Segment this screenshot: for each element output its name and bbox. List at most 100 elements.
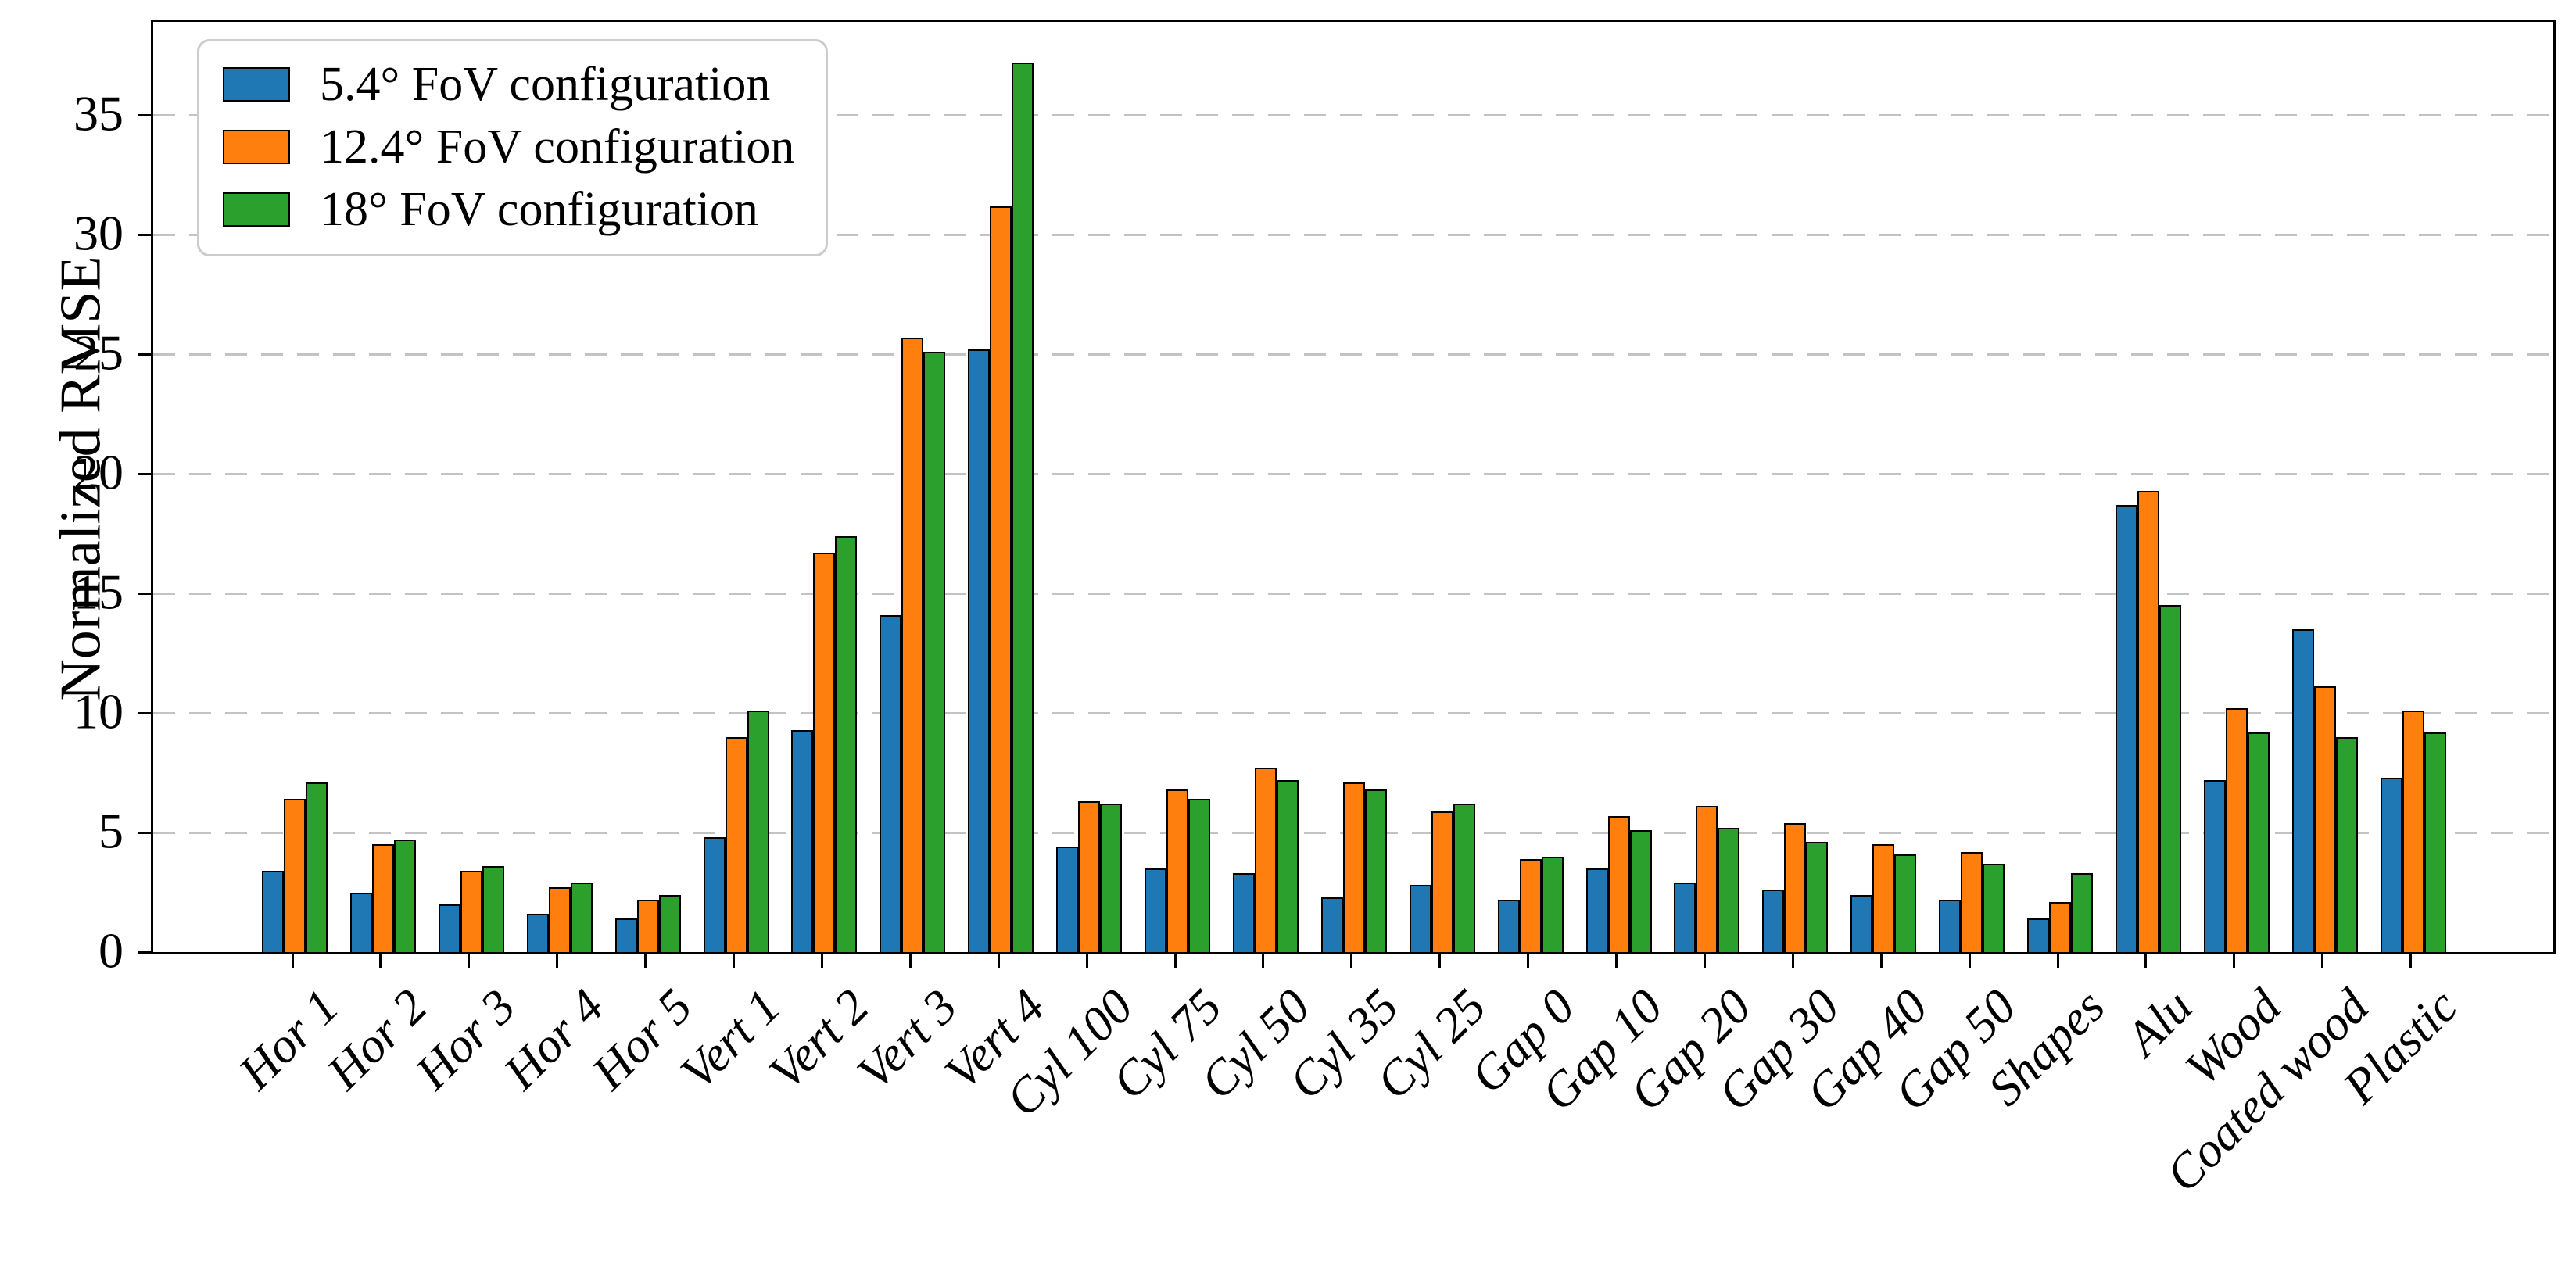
x-tick-label: Vert 1 [669,979,791,1100]
legend-item: 12.4° FoV configuration [223,123,794,171]
x-tick [1879,952,1883,968]
x-tick [1085,952,1088,968]
y-tick [138,353,153,356]
y-tick [138,831,153,834]
bar [2424,732,2446,952]
bar [2335,737,2358,952]
bar [1519,859,1542,952]
gridline [153,353,2553,356]
bar [548,887,571,952]
x-tick-label: Hor 1 [228,979,349,1100]
x-tick [1968,952,1971,968]
bar [990,206,1012,952]
bar [791,730,814,952]
x-tick [733,952,735,968]
bar [1497,900,1520,952]
y-tick [138,233,153,236]
bar [1145,868,1166,952]
y-tick-label: 10 [73,683,124,739]
bar [901,338,924,952]
bar [2247,732,2270,952]
legend-label: 18° FoV configuration [320,183,758,236]
bar [2115,505,2137,952]
y-tick-label: 30 [73,205,124,261]
bar [1188,799,1210,952]
bar [371,844,394,952]
bar [1983,864,2005,952]
x-tick [1438,952,1442,968]
bar [438,904,460,952]
legend-label: 12.4° FoV configuration [320,120,795,174]
bar [349,893,372,952]
bar [2071,873,2093,952]
bar [2137,491,2159,952]
bar [570,883,593,952]
bar [835,536,858,952]
bar [2380,778,2402,952]
x-tick [644,952,647,968]
bar [1674,883,1696,952]
bar [636,900,659,952]
bar [1078,801,1101,952]
legend-item: 5.4° FoV configuration [223,60,794,109]
x-tick [2409,952,2413,968]
bar [725,737,747,952]
x-tick [908,952,912,968]
bar [1166,789,1188,952]
bar [2049,902,2071,952]
bar [1342,782,1365,952]
bar [1806,842,1829,952]
bar [1894,854,1917,952]
bar [1939,900,1962,952]
bar [2027,918,2049,952]
bar [1232,873,1255,952]
legend-swatch [223,130,290,164]
bar [1872,844,1895,952]
x-tick [556,952,559,968]
bar [306,782,328,952]
bar [1629,830,1652,952]
bar [813,553,836,952]
bar [2159,605,2181,952]
bar [284,799,306,952]
bar [703,837,726,952]
bar [1453,804,1475,952]
x-tick [2233,952,2236,968]
bar [1100,804,1123,952]
bar [1696,806,1718,952]
bar [2402,711,2424,952]
bar [460,871,482,952]
y-tick [138,711,153,714]
x-tick-label: Hor 3 [404,979,526,1100]
x-tick [997,952,1000,968]
bar [1585,868,1608,952]
x-tick-label: Vert 3 [846,979,967,1100]
x-tick [1173,952,1177,968]
gridline [153,472,2553,475]
bar [1364,789,1387,952]
y-tick [138,472,153,475]
bar [923,352,946,952]
bar [880,615,902,952]
plot-area [151,20,2556,954]
bar [658,895,681,952]
x-tick-label: Hor 4 [493,979,614,1100]
bar [1431,811,1453,952]
bar [1607,816,1630,952]
x-tick [820,952,823,968]
bar [1784,823,1807,952]
bar [2203,780,2226,952]
y-tick-label: 35 [73,86,124,142]
bar [968,349,991,952]
bar [2225,708,2248,952]
bar [1276,780,1299,952]
gridline [153,592,2553,595]
legend-item: 18° FoV configuration [223,185,794,234]
bar [526,914,549,952]
bar [393,840,416,952]
bar [1056,847,1079,952]
x-tick [1615,952,1618,968]
bar [1718,828,1740,952]
bar [262,871,284,952]
